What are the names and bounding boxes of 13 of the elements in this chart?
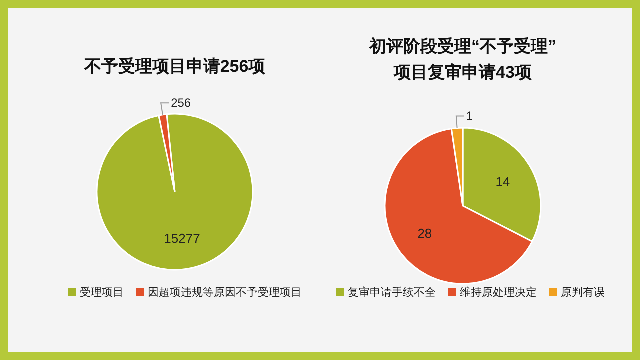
data-label: 256 [171,96,192,110]
data-label: 1 [466,109,474,124]
pie-slice [96,113,254,271]
legend-label: 原判有误 [561,286,605,299]
legend-label: 受理项目 [80,286,124,299]
data-label: 28 [418,226,432,242]
legend-label: 维持原处理决定 [460,286,537,299]
data-label: 15277 [164,231,200,246]
data-label: 14 [496,174,510,190]
chart-title: 不予受理项目申请256项 [83,57,267,76]
chart-title: 初评阶段受理“不予受理” 项目复审申请43项 [368,37,556,82]
legend-label: 复审申请手续不全 [348,286,436,299]
legend-label: 因超项违规等原因不予受理项目 [148,286,302,299]
